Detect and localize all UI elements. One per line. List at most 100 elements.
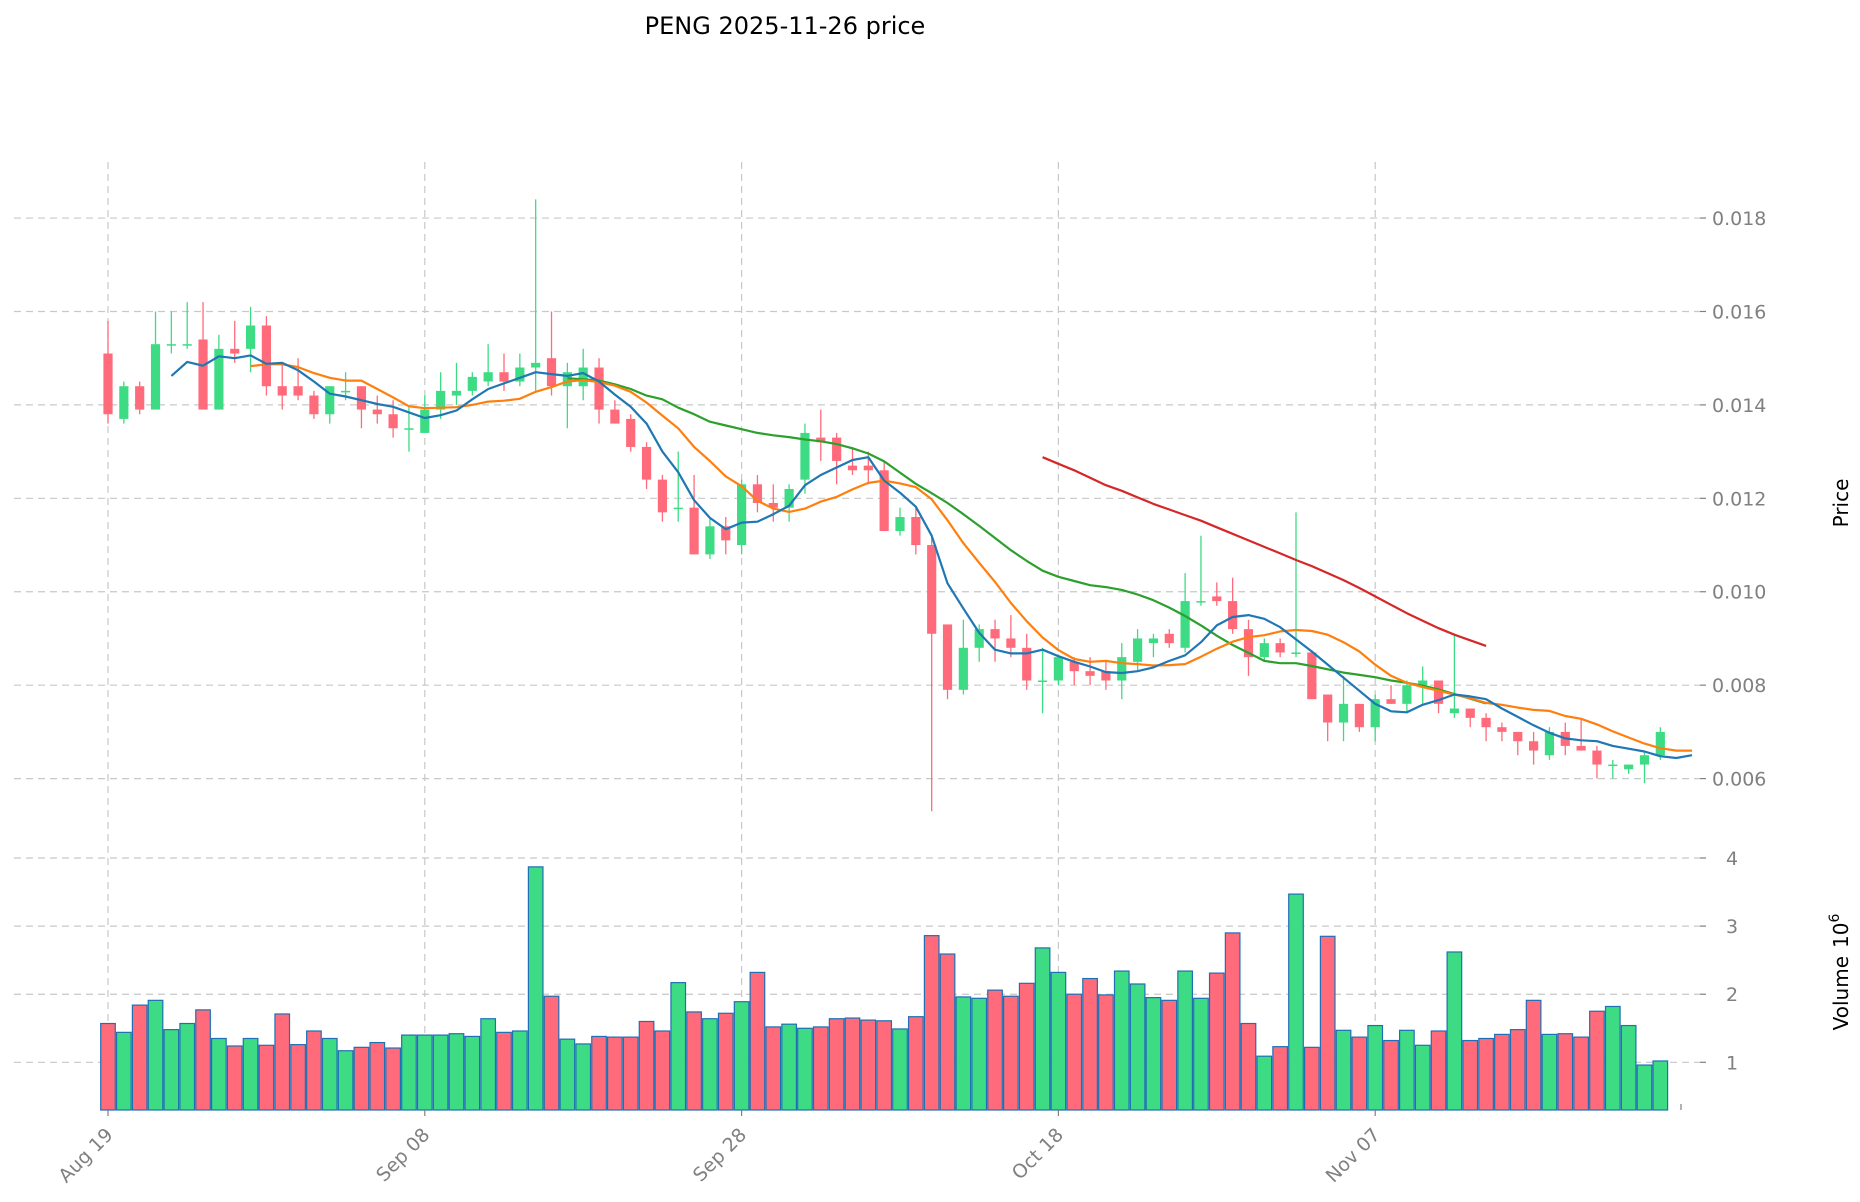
candle-body xyxy=(388,414,398,429)
volume-bar xyxy=(527,866,544,1111)
candle-body xyxy=(1544,731,1555,756)
candle-body xyxy=(372,409,382,415)
volume-bar xyxy=(290,1044,306,1111)
volume-bar xyxy=(1303,1046,1320,1111)
moving-average-lines xyxy=(170,354,1693,760)
volume-bar xyxy=(416,1034,433,1111)
candle-body xyxy=(1529,741,1539,751)
candle-body xyxy=(467,376,477,391)
candle-body xyxy=(1481,717,1491,728)
volume-bar xyxy=(543,995,560,1111)
candle-body xyxy=(847,465,858,471)
candle-body xyxy=(657,479,667,513)
volume-bar xyxy=(844,1017,861,1111)
candle-body xyxy=(768,502,778,508)
volume-bar xyxy=(401,1034,417,1111)
price-tick-label: 0.018 xyxy=(1712,208,1766,230)
candle-body xyxy=(198,339,208,410)
volume-bar xyxy=(511,1030,528,1111)
volume-tick-label: 1 xyxy=(1726,1052,1738,1074)
volume-bar xyxy=(654,1030,671,1111)
volume-tick-label: 3 xyxy=(1726,916,1738,938)
candle-body xyxy=(1465,708,1475,718)
candle-body xyxy=(626,418,636,447)
x-tick-label: Oct 18 xyxy=(1008,1124,1068,1184)
volume-bar xyxy=(448,1033,465,1111)
candle-body xyxy=(974,629,984,648)
candle-body xyxy=(1022,647,1032,681)
volume-bar xyxy=(876,1020,893,1111)
candle-body xyxy=(1117,657,1127,681)
price-tick-label: 0.012 xyxy=(1712,488,1766,510)
candle-body xyxy=(705,526,715,555)
candles xyxy=(103,199,1665,812)
candle-body xyxy=(610,409,620,424)
volume-bar xyxy=(1652,1060,1669,1111)
volume-bar xyxy=(1525,999,1542,1111)
candle-body xyxy=(341,390,351,393)
candle-body xyxy=(1433,680,1444,704)
candle-body xyxy=(135,386,145,410)
volume-bar xyxy=(1002,995,1019,1111)
price-tick-label: 0.016 xyxy=(1712,301,1766,323)
volume-bar xyxy=(1478,1037,1494,1111)
volume-bar xyxy=(1272,1046,1289,1111)
candle-body xyxy=(832,437,842,461)
volume-bars xyxy=(100,866,1669,1111)
candle-body xyxy=(1370,699,1380,728)
candle-body xyxy=(214,348,224,410)
candle-body xyxy=(404,428,414,430)
candle-body xyxy=(1592,750,1602,765)
candle-body xyxy=(689,507,699,555)
candle-body xyxy=(1576,745,1586,751)
volume-bar xyxy=(1161,999,1178,1111)
chart-title: PENG 2025-11-26 price xyxy=(645,12,926,40)
candle-body xyxy=(1418,680,1428,686)
volume-bar xyxy=(1541,1033,1558,1111)
volume-bar xyxy=(1208,972,1225,1111)
x-tick-label: Aug 19 xyxy=(54,1124,117,1187)
candle-body xyxy=(166,344,176,346)
volume-bar xyxy=(749,971,766,1111)
candle-body xyxy=(436,390,446,410)
candle-body xyxy=(737,484,747,546)
candle-body xyxy=(293,386,303,396)
volume-bar xyxy=(1193,997,1209,1111)
candle-body xyxy=(911,517,921,546)
candle-body xyxy=(1291,652,1301,654)
candle-body xyxy=(1069,661,1079,672)
x-tick-label: Nov 07 xyxy=(1322,1124,1385,1187)
price-tick-label: 0.008 xyxy=(1712,675,1766,697)
candle-body xyxy=(1624,764,1634,770)
volume-bar xyxy=(1129,983,1146,1111)
candle-body xyxy=(1354,703,1364,728)
candle-body xyxy=(816,437,826,443)
candle-body xyxy=(1655,731,1665,756)
candle-body xyxy=(515,367,525,382)
candle-body xyxy=(1386,699,1396,704)
candle-body xyxy=(879,470,889,532)
volume-bar xyxy=(1383,1039,1399,1111)
volume-bar xyxy=(242,1037,259,1111)
volume-bar xyxy=(1240,1022,1257,1111)
volume-bar xyxy=(1367,1024,1384,1111)
volume-bar xyxy=(1288,893,1304,1111)
candle-body xyxy=(356,386,367,410)
candle-body xyxy=(103,353,113,415)
candle-body xyxy=(673,507,683,510)
volume-bar xyxy=(892,1028,908,1111)
volume-bar xyxy=(1430,1030,1447,1111)
volume-bar xyxy=(464,1035,481,1111)
candle-body xyxy=(499,372,509,382)
ma-longest-line xyxy=(1042,456,1487,647)
candle-body xyxy=(531,362,541,368)
candle-body xyxy=(1164,633,1174,644)
volume-bar xyxy=(1145,997,1162,1111)
volume-bar xyxy=(1414,1044,1431,1111)
volume-axis-label: Volume xyxy=(1829,956,1853,1030)
volume-bar xyxy=(1398,1029,1415,1111)
volume-bar xyxy=(115,1031,132,1111)
volume-bar xyxy=(717,1012,734,1111)
